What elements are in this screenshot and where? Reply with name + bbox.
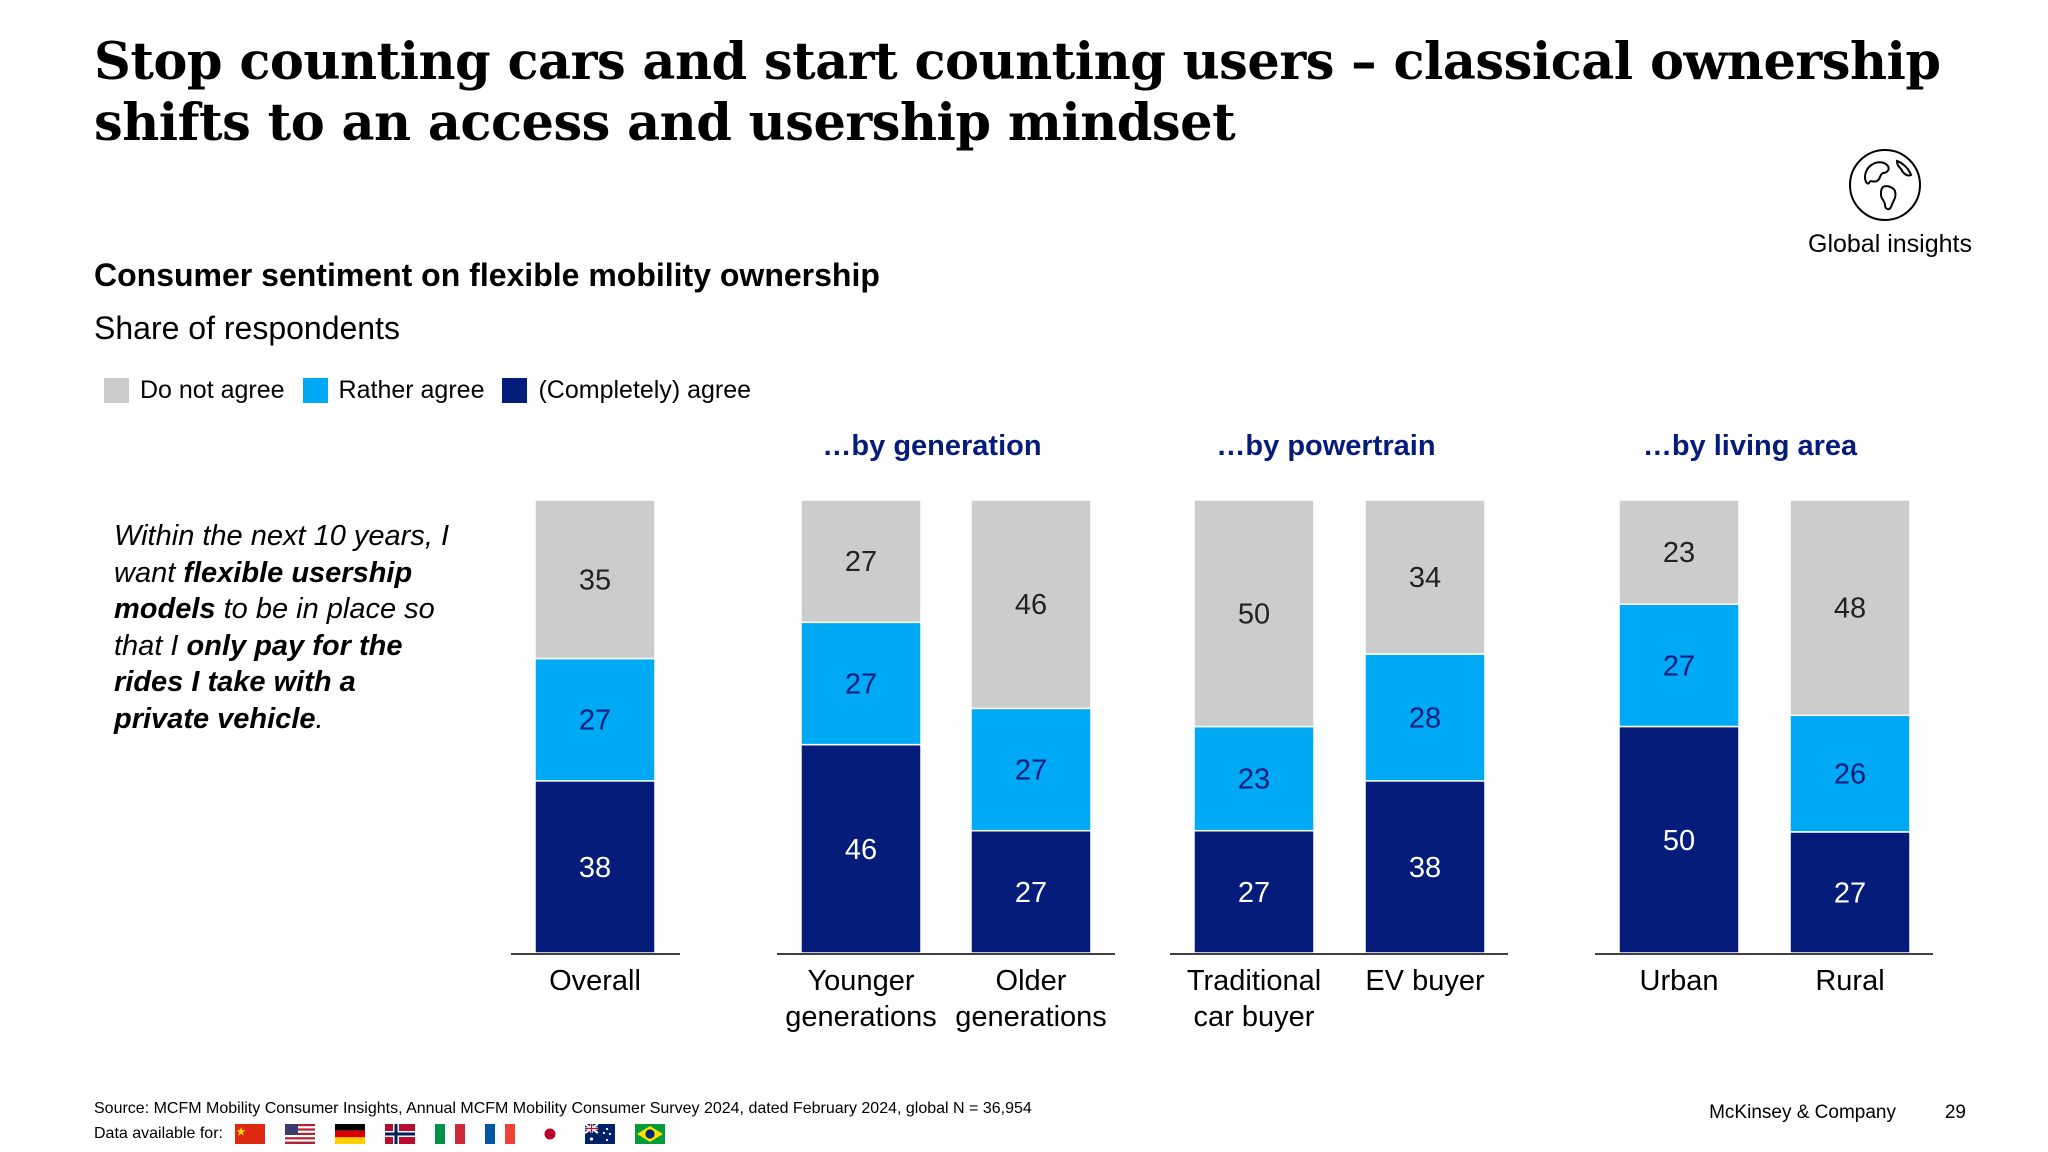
page-number: 29 (1944, 1102, 1966, 1123)
data-label-overall-do-not-agree: 35 (579, 564, 611, 596)
survey-statement: Within the next 10 years, I want flexibl… (114, 518, 454, 737)
legend-swatch-do-not-agree (104, 378, 129, 403)
usa-flag-icon (284, 1124, 315, 1144)
legend-label-do-not-agree: Do not agree (140, 376, 285, 404)
bar-older-generations-rather-agree (970, 707, 1092, 832)
globe-icon (1849, 149, 1921, 221)
bar-urban-do-not-agree (1618, 499, 1740, 605)
bar-older-generations-completely-agree (970, 829, 1092, 954)
category-label-younger-generations: Younger generations (785, 965, 937, 1033)
data-label-younger-generations-do-not-agree: 27 (845, 546, 877, 578)
france-flag-icon (484, 1124, 515, 1144)
category-label-overall: Overall (549, 965, 641, 997)
category-label-line: Urban (1640, 965, 1719, 997)
category-label-line: Older (996, 965, 1067, 997)
data-label-ev-buyer-do-not-agree: 34 (1409, 562, 1441, 594)
statement-bold-2: only pay for the rides I take with a pri… (114, 629, 403, 735)
group-label-2: …by generation (822, 430, 1041, 462)
data-label-traditional-car-buyer-do-not-agree: 50 (1238, 598, 1270, 630)
category-label-line: Younger (808, 965, 915, 997)
bar-rural-do-not-agree (1789, 499, 1911, 717)
germany-flag-icon (334, 1124, 365, 1144)
category-label-line: EV buyer (1365, 965, 1485, 997)
brand-label: McKinsey & Company (1709, 1102, 1896, 1123)
data-label-ev-buyer-completely-agree: 38 (1409, 852, 1441, 884)
group-label-4: …by living area (1643, 430, 1858, 462)
data-label-urban-do-not-agree: 23 (1663, 537, 1695, 569)
legend-item-completely-agree: (Completely) agree (502, 376, 751, 405)
global-insights-label: Global insights (1808, 230, 1972, 258)
bar-traditional-car-buyer-do-not-agree (1193, 499, 1315, 728)
data-label-older-generations-completely-agree: 27 (1015, 877, 1047, 909)
group-label-3: …by powertrain (1216, 430, 1435, 462)
legend-item-rather-agree: Rather agree (302, 376, 485, 405)
bar-traditional-car-buyer-completely-agree (1193, 829, 1315, 954)
data-label-younger-generations-rather-agree: 27 (845, 668, 877, 700)
data-label-traditional-car-buyer-rather-agree: 23 (1238, 764, 1270, 796)
category-label-traditional-car-buyer: Traditional car buyer (1187, 965, 1321, 1033)
bar-ev-buyer-do-not-agree (1364, 499, 1486, 655)
category-label-ev-buyer: EV buyer (1365, 965, 1485, 997)
data-label-rural-do-not-agree: 48 (1834, 593, 1866, 625)
italy-flag-icon (434, 1124, 465, 1144)
bar-overall-rather-agree (534, 657, 656, 782)
data-label-urban-completely-agree: 50 (1663, 825, 1695, 857)
statement-part-1: Within the next 10 years, I want (114, 520, 450, 589)
bar-ev-buyer-rather-agree (1364, 653, 1486, 782)
legend-item-do-not-agree: Do not agree (104, 376, 285, 405)
legend-label-rather-agree: Rather agree (338, 376, 485, 404)
country-flags (234, 1124, 685, 1144)
category-label-line: generations (785, 1001, 937, 1033)
category-label-older-generations: Older generations (955, 965, 1107, 1033)
brazil-flag-icon (634, 1124, 665, 1144)
data-available-row: Data available for: (94, 1124, 685, 1144)
legend-swatch-rather-agree (302, 378, 328, 403)
category-label-line: Traditional (1187, 965, 1321, 997)
category-label-rural: Rural (1815, 965, 1884, 997)
legend-label-completely-agree: (Completely) agree (538, 376, 752, 404)
chart-subtitle: Share of respondents (94, 310, 400, 346)
category-label-urban: Urban (1640, 965, 1719, 997)
page-title: Stop counting cars and start counting us… (94, 32, 1941, 153)
china-flag-icon (234, 1124, 265, 1144)
bar-urban-completely-agree (1618, 725, 1740, 954)
bar-traditional-car-buyer-rather-agree (1193, 725, 1315, 832)
data-label-traditional-car-buyer-completely-agree: 27 (1238, 877, 1270, 909)
bar-overall-completely-agree (534, 780, 656, 954)
norway-flag-icon (384, 1124, 415, 1144)
data-label-urban-rather-agree: 27 (1663, 650, 1695, 682)
bar-younger-generations-rather-agree (800, 621, 922, 746)
data-label-younger-generations-completely-agree: 46 (845, 834, 877, 866)
chart-title: Consumer sentiment on flexible mobility … (94, 257, 880, 293)
bar-ev-buyer-completely-agree (1364, 780, 1486, 954)
statement-part-2: to be in place so that I (114, 593, 435, 662)
bar-overall-do-not-agree (534, 499, 656, 660)
bar-rural-rather-agree (1789, 714, 1911, 833)
japan-flag-icon (534, 1124, 565, 1144)
category-label-line: Rural (1815, 965, 1884, 997)
data-label-overall-completely-agree: 38 (579, 852, 611, 884)
bar-rural-completely-agree (1789, 831, 1911, 954)
bar-younger-generations-do-not-agree (800, 499, 922, 624)
data-label-older-generations-rather-agree: 27 (1015, 755, 1047, 787)
legend-swatch-completely-agree (502, 378, 528, 403)
bar-younger-generations-completely-agree (800, 743, 922, 954)
data-label-overall-rather-agree: 27 (579, 705, 611, 737)
statement-bold-1: flexible usership models (114, 556, 413, 626)
category-label-line: Overall (549, 965, 641, 997)
category-label-line: car buyer (1194, 1001, 1315, 1033)
data-label-rural-completely-agree: 27 (1834, 877, 1866, 909)
chart-legend: Do not agree Rather agree (Completely) a… (104, 376, 769, 405)
data-label-rural-rather-agree: 26 (1834, 759, 1866, 791)
data-label-ev-buyer-rather-agree: 28 (1409, 702, 1441, 734)
data-available-label: Data available for: (94, 1125, 223, 1142)
data-label-older-generations-do-not-agree: 46 (1015, 589, 1047, 621)
australia-flag-icon (584, 1124, 615, 1144)
source-note: Source: MCFM Mobility Consumer Insights,… (94, 1100, 1032, 1117)
category-label-line: generations (955, 1001, 1107, 1033)
bar-older-generations-do-not-agree (970, 499, 1092, 710)
statement-part-3: . (315, 702, 324, 735)
